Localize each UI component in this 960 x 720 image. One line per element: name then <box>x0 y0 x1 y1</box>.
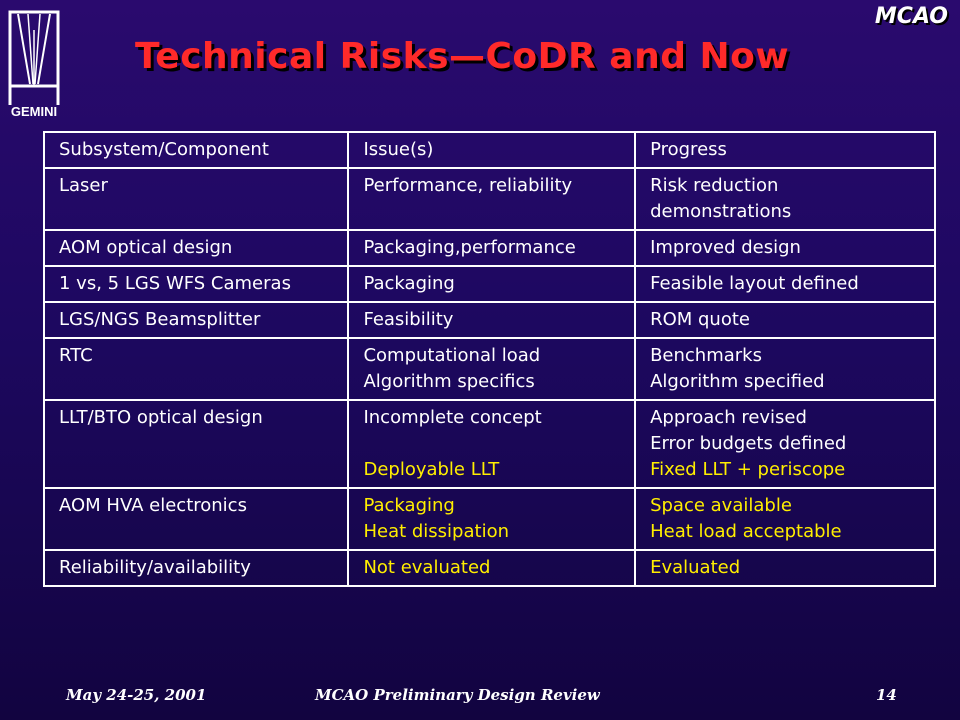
cell-subsystem: LGS/NGS Beamsplitter <box>42 301 350 339</box>
progress-line: ROM quote <box>650 309 750 330</box>
issue-line: Packaging,performance <box>363 237 576 258</box>
footer-title: MCAO Preliminary Design Review <box>315 686 600 704</box>
issue-line: Performance, reliability <box>363 175 573 196</box>
progress-line: Approach revised <box>650 407 807 428</box>
cell-issues: Performance, reliability <box>347 167 637 231</box>
cell-progress: Approach revised Error budgets defined Fix… <box>634 399 936 489</box>
header-subsystem: Subsystem/Component <box>42 131 350 169</box>
issue-line: Heat dissipation <box>363 521 509 542</box>
issue-line: Algorithm specifics <box>363 371 535 392</box>
cell-subsystem: LLT/BTO optical design <box>42 399 350 489</box>
cell-issues: Not evaluated <box>347 549 637 587</box>
table-row: AOM optical design Packaging,performance I… <box>42 229 936 267</box>
page-number: 14 <box>876 686 897 704</box>
cell-subsystem: AOM optical design <box>42 229 350 267</box>
cell-issues: Packaging,performance <box>347 229 637 267</box>
progress-line: Error budgets defined <box>650 433 847 454</box>
progress-line: Improved design <box>650 237 801 258</box>
table-row: 1 vs, 5 LGS WFS Cameras Packaging Feasible… <box>42 265 936 303</box>
issue-line: Deployable LLT <box>363 459 500 480</box>
issue-line: Computational load <box>363 345 541 366</box>
cell-subsystem: 1 vs, 5 LGS WFS Cameras <box>42 265 350 303</box>
table-row: RTC Computational load Algorithm specifics… <box>42 337 936 401</box>
cell-subsystem: RTC <box>42 337 350 401</box>
cell-progress: Benchmarks Algorithm specified <box>634 337 936 401</box>
footer-date: May 24-25, 2001 <box>66 686 207 704</box>
progress-line: Benchmarks <box>650 345 762 366</box>
header-progress: Progress <box>634 131 936 169</box>
logo-text: GEMINI <box>11 104 57 119</box>
cell-issues: Computational load Algorithm specifics <box>347 337 637 401</box>
cell-subsystem: Laser <box>42 167 350 231</box>
issue-line: Incomplete concept <box>363 407 542 428</box>
brand-label: MCAO <box>874 4 948 29</box>
cell-progress: Feasible layout defined <box>634 265 936 303</box>
cell-subsystem: AOM HVA electronics <box>42 487 350 551</box>
cell-progress: Risk reduction demonstrations <box>634 167 936 231</box>
progress-line: Evaluated <box>650 557 741 578</box>
table-row: Laser Performance, reliability Risk reduct… <box>42 167 936 231</box>
header-issues: Issue(s) <box>347 131 637 169</box>
table-row: LLT/BTO optical design Incomplete concept… <box>42 399 936 489</box>
progress-line: Heat load acceptable <box>650 521 842 542</box>
progress-line: Feasible layout defined <box>650 273 859 294</box>
issue-line: Feasibility <box>363 309 454 330</box>
gemini-logo-icon: GEMINI <box>8 10 60 119</box>
slide-title: Technical Risks—CoDR and Now <box>135 36 790 77</box>
progress-line: Risk reduction demonstrations <box>650 175 792 222</box>
progress-line: Algorithm specified <box>650 371 825 392</box>
issue-line: Packaging <box>363 273 455 294</box>
table-row: Reliability/availability Not evaluated Eva… <box>42 549 936 587</box>
cell-issues: Packaging Heat dissipation <box>347 487 637 551</box>
cell-progress: Improved design <box>634 229 936 267</box>
progress-line: Space available <box>650 495 792 516</box>
progress-line: Fixed LLT + periscope <box>650 459 846 480</box>
table-header-row: Subsystem/Component Issue(s) Progress <box>42 131 936 169</box>
issue-line: Packaging <box>363 495 455 516</box>
gemini-logo: GEMINI <box>8 10 60 120</box>
cell-subsystem: Reliability/availability <box>42 549 350 587</box>
table-row: AOM HVA electronics Packaging Heat dissipa… <box>42 487 936 551</box>
issue-line: Not evaluated <box>363 557 491 578</box>
table-row: LGS/NGS Beamsplitter Feasibility ROM quote <box>42 301 936 339</box>
cell-progress: Evaluated <box>634 549 936 587</box>
cell-issues: Incomplete concept Deployable LLT <box>347 399 637 489</box>
cell-issues: Packaging <box>347 265 637 303</box>
cell-progress: Space available Heat load acceptable <box>634 487 936 551</box>
risk-table: Subsystem/Component Issue(s) Progress La… <box>42 131 936 587</box>
cell-progress: ROM quote <box>634 301 936 339</box>
cell-issues: Feasibility <box>347 301 637 339</box>
